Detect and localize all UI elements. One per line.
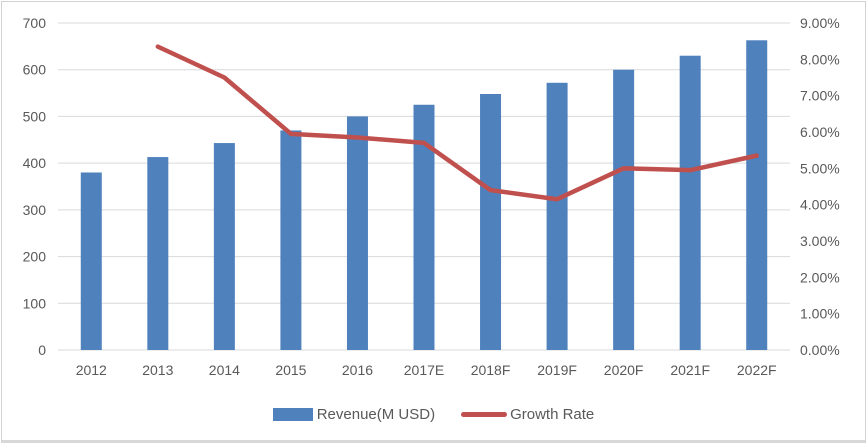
x-axis-label: 2019F: [537, 362, 577, 378]
revenue-bar: [480, 94, 502, 351]
revenue-bar: [280, 130, 302, 350]
legend-item-revenue: Revenue(M USD): [272, 405, 436, 423]
y-left-tick-label: 700: [23, 15, 47, 31]
y-left-tick-label: 0: [38, 342, 46, 358]
growth-line-swatch-icon: [461, 411, 508, 417]
y-right-tick-label: 5.00%: [800, 160, 840, 176]
x-axis-label: 2013: [142, 362, 173, 378]
y-right-tick-label: 1.00%: [800, 306, 840, 322]
growth-rate-line: [155, 44, 759, 202]
revenue-bar: [613, 69, 635, 350]
y-right-tick-label: 0.00%: [800, 342, 840, 358]
y-left-tick-label: 200: [23, 249, 47, 265]
y-left-tick-label: 400: [23, 155, 47, 171]
revenue-bar: [679, 55, 701, 350]
y-left-tick-label: 300: [23, 202, 47, 218]
y-left-tick-label: 600: [23, 62, 47, 78]
revenue-bar: [746, 40, 768, 350]
y-right-tick-label: 9.00%: [800, 15, 840, 31]
chart-plot-area: 0 100 200 300 400 500 600 700 0.00% 1.00% 2.00% 3.0…: [23, 15, 840, 378]
revenue-bar: [80, 172, 102, 350]
revenue-bar: [147, 157, 169, 350]
x-axis-label: 2022F: [737, 362, 777, 378]
y-right-tick-label: 7.00%: [800, 88, 840, 104]
revenue-bar: [546, 82, 568, 351]
revenue-bar: [346, 116, 368, 350]
x-axis-label: 2015: [275, 362, 306, 378]
revenue-legend-label: Revenue(M USD): [316, 405, 436, 423]
growth-legend-label: Growth Rate: [510, 405, 595, 423]
x-axis-label: 2020F: [604, 362, 644, 378]
y-right-tick-label: 8.00%: [800, 51, 840, 67]
x-axis-label: 2016: [342, 362, 373, 378]
revenue-bar: [413, 104, 435, 350]
y-left-tick-label: 500: [23, 108, 47, 124]
y-right-tick-label: 4.00%: [800, 197, 840, 213]
legend-item-growth: Growth Rate: [461, 407, 594, 422]
revenue-bar: [213, 143, 235, 350]
x-axis-label: 2021F: [670, 362, 710, 378]
x-axis-label: 2018F: [471, 362, 511, 378]
x-axis-label: 2017E: [404, 362, 444, 378]
x-axis-label: 2014: [209, 362, 240, 378]
y-left-tick-label: 100: [23, 295, 47, 311]
y-right-tick-label: 3.00%: [800, 233, 840, 249]
y-right-tick-label: 6.00%: [800, 124, 840, 140]
revenue-bar-swatch-icon: [272, 407, 313, 421]
x-axis-label: 2012: [76, 362, 107, 378]
y-right-tick-label: 2.00%: [800, 269, 840, 285]
chart-legend: Revenue(M USD) Growth Rate: [0, 403, 867, 425]
